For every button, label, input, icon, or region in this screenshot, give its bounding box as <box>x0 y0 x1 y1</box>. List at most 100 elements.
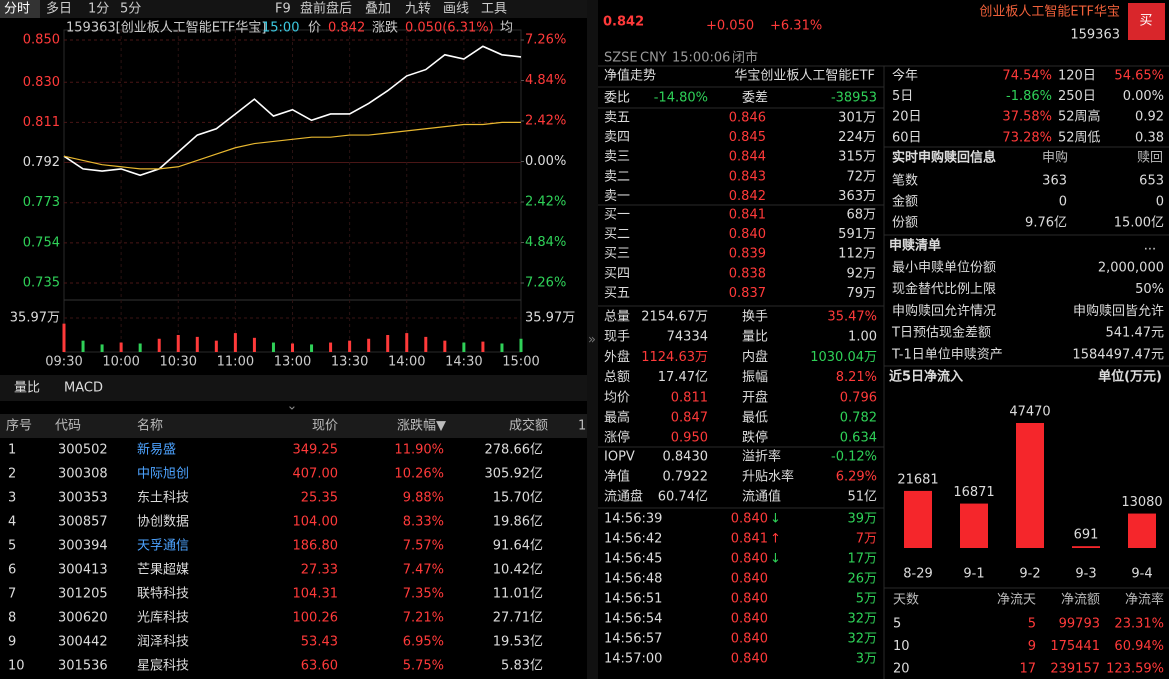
toolbar-button[interactable]: 画线 <box>443 2 469 17</box>
more[interactable]: ... <box>1144 239 1156 254</box>
toolbar-button[interactable]: 分时 <box>4 2 30 17</box>
toolbar-button[interactable]: 叠加 <box>365 2 391 17</box>
label: 净值 <box>604 469 630 485</box>
stock-code: 300502 <box>58 443 108 458</box>
y-tick-label: 0.735 <box>23 276 60 291</box>
label: 5 <box>893 617 901 632</box>
label: 17.47亿 <box>658 370 708 385</box>
level-label: 卖四 <box>604 130 630 145</box>
y-tick-label: 0.850 <box>23 33 60 48</box>
tab[interactable]: 净值走势 <box>604 68 656 84</box>
label: 123.59% <box>1106 662 1164 677</box>
toolbar-button[interactable]: 5分 <box>120 2 141 17</box>
label: 量比 <box>742 330 768 345</box>
volume-bar <box>63 324 66 352</box>
level-label: 买五 <box>604 286 630 301</box>
volume-bar <box>253 338 256 352</box>
label: 0.847 <box>671 411 708 426</box>
volume-bar <box>234 333 237 352</box>
volume-bar <box>139 343 142 352</box>
toolbar-button[interactable]: 盘前盘后 <box>300 1 352 17</box>
column-header[interactable]: 成交额 <box>509 418 548 434</box>
label: -14.80% <box>654 91 708 106</box>
volume-bar <box>272 343 275 352</box>
stock-name[interactable]: 中际旭创 <box>137 467 189 482</box>
label: 0.950 <box>671 431 708 446</box>
volume-bar <box>462 343 465 352</box>
label: 250日 <box>1058 89 1096 104</box>
buy-label[interactable]: 买 <box>1139 14 1152 29</box>
section-title: 申赎清单 <box>889 238 941 254</box>
stock-name[interactable]: 星宸科技 <box>137 658 189 674</box>
column-header[interactable]: 涨跌幅▼ <box>397 418 446 434</box>
volume-bar <box>348 341 351 352</box>
stock-price: 349.25 <box>293 443 339 458</box>
trade-price: 0.841 <box>731 532 768 547</box>
column-header[interactable]: 1 <box>578 419 586 434</box>
label: 跌停 <box>742 430 768 446</box>
level-volume: 112万 <box>838 247 876 262</box>
level-price: 0.845 <box>729 130 766 145</box>
expand-icon[interactable]: ⌄ <box>287 399 298 414</box>
toolbar-button[interactable]: 多日 <box>46 1 72 17</box>
volume-bar <box>500 343 503 352</box>
label: 0.8430 <box>663 450 709 465</box>
x-tick-label: 8-29 <box>903 567 933 582</box>
label: 20日 <box>892 110 922 125</box>
volume-bar <box>120 343 123 352</box>
toolbar-button[interactable]: F9 <box>275 2 291 17</box>
stock-name[interactable]: 芒果超媒 <box>137 562 189 578</box>
data-label: 691 <box>1074 528 1099 543</box>
label: 流通盘 <box>604 489 643 505</box>
volume-tick-label: 35.97万 <box>10 311 60 326</box>
toolbar-button[interactable]: 九转 <box>405 2 431 17</box>
stock-name[interactable]: 东土科技 <box>137 491 189 506</box>
level-volume: 72万 <box>846 169 876 184</box>
x-tick-label: 9-2 <box>1019 567 1040 582</box>
trade-price: 0.840 <box>731 572 768 587</box>
stock-price: 63.60 <box>301 659 338 674</box>
column-header[interactable]: 序号 <box>6 419 32 434</box>
trade-price: 0.840 <box>731 612 768 627</box>
level-label: 买二 <box>604 227 630 242</box>
column-header[interactable]: 代码 <box>55 419 81 434</box>
chart-title: 159363[创业板人工智能ETF华宝] <box>66 21 266 36</box>
stock-name[interactable]: 联特科技 <box>137 587 189 602</box>
tab[interactable]: MACD <box>64 381 103 396</box>
x-tick-label: 10:00 <box>102 355 139 370</box>
stock-name[interactable]: 天孚通信 <box>137 539 189 554</box>
stock-code: 300857 <box>58 515 108 530</box>
row-index: 5 <box>8 539 16 554</box>
row-index: 7 <box>8 587 16 602</box>
stock-name[interactable]: 新易盛 <box>137 442 176 458</box>
volume-bar <box>310 344 313 352</box>
toolbar-button[interactable]: 1分 <box>88 2 109 17</box>
y2-tick-label: 7.26% <box>525 276 566 291</box>
label: -0.12% <box>831 450 877 465</box>
trade-time: 14:56:48 <box>604 572 662 587</box>
level-volume: 315万 <box>838 150 876 165</box>
label: 17 <box>1019 662 1036 677</box>
y-tick-label: 0.830 <box>23 75 60 90</box>
toolbar-button[interactable]: 工具 <box>481 2 507 17</box>
label: 溢折率 <box>742 449 781 465</box>
stock-name[interactable]: 光库科技 <box>137 610 189 626</box>
stock-name[interactable]: 协创数据 <box>137 515 189 530</box>
column-header[interactable]: 现价 <box>312 419 338 434</box>
label: 5日 <box>892 89 913 104</box>
tab[interactable]: 量比 <box>14 381 40 396</box>
column-header[interactable]: 名称 <box>137 418 163 434</box>
splitter-arrow[interactable]: » <box>588 333 596 348</box>
stock-name[interactable]: 润泽科技 <box>137 635 189 650</box>
row-index: 1 <box>8 443 16 458</box>
stock-change: 6.95% <box>403 635 444 650</box>
price: 0.842 <box>328 21 365 36</box>
volume-bar <box>424 337 427 352</box>
label: 23.31% <box>1114 617 1164 632</box>
volume-tick-label: 35.97万 <box>525 311 575 326</box>
stock-price: 104.31 <box>293 587 339 602</box>
status: 闭市 <box>732 50 758 66</box>
volume-bar <box>215 341 218 352</box>
stock-change: 7.47% <box>403 563 444 578</box>
volume-bar <box>405 333 408 352</box>
